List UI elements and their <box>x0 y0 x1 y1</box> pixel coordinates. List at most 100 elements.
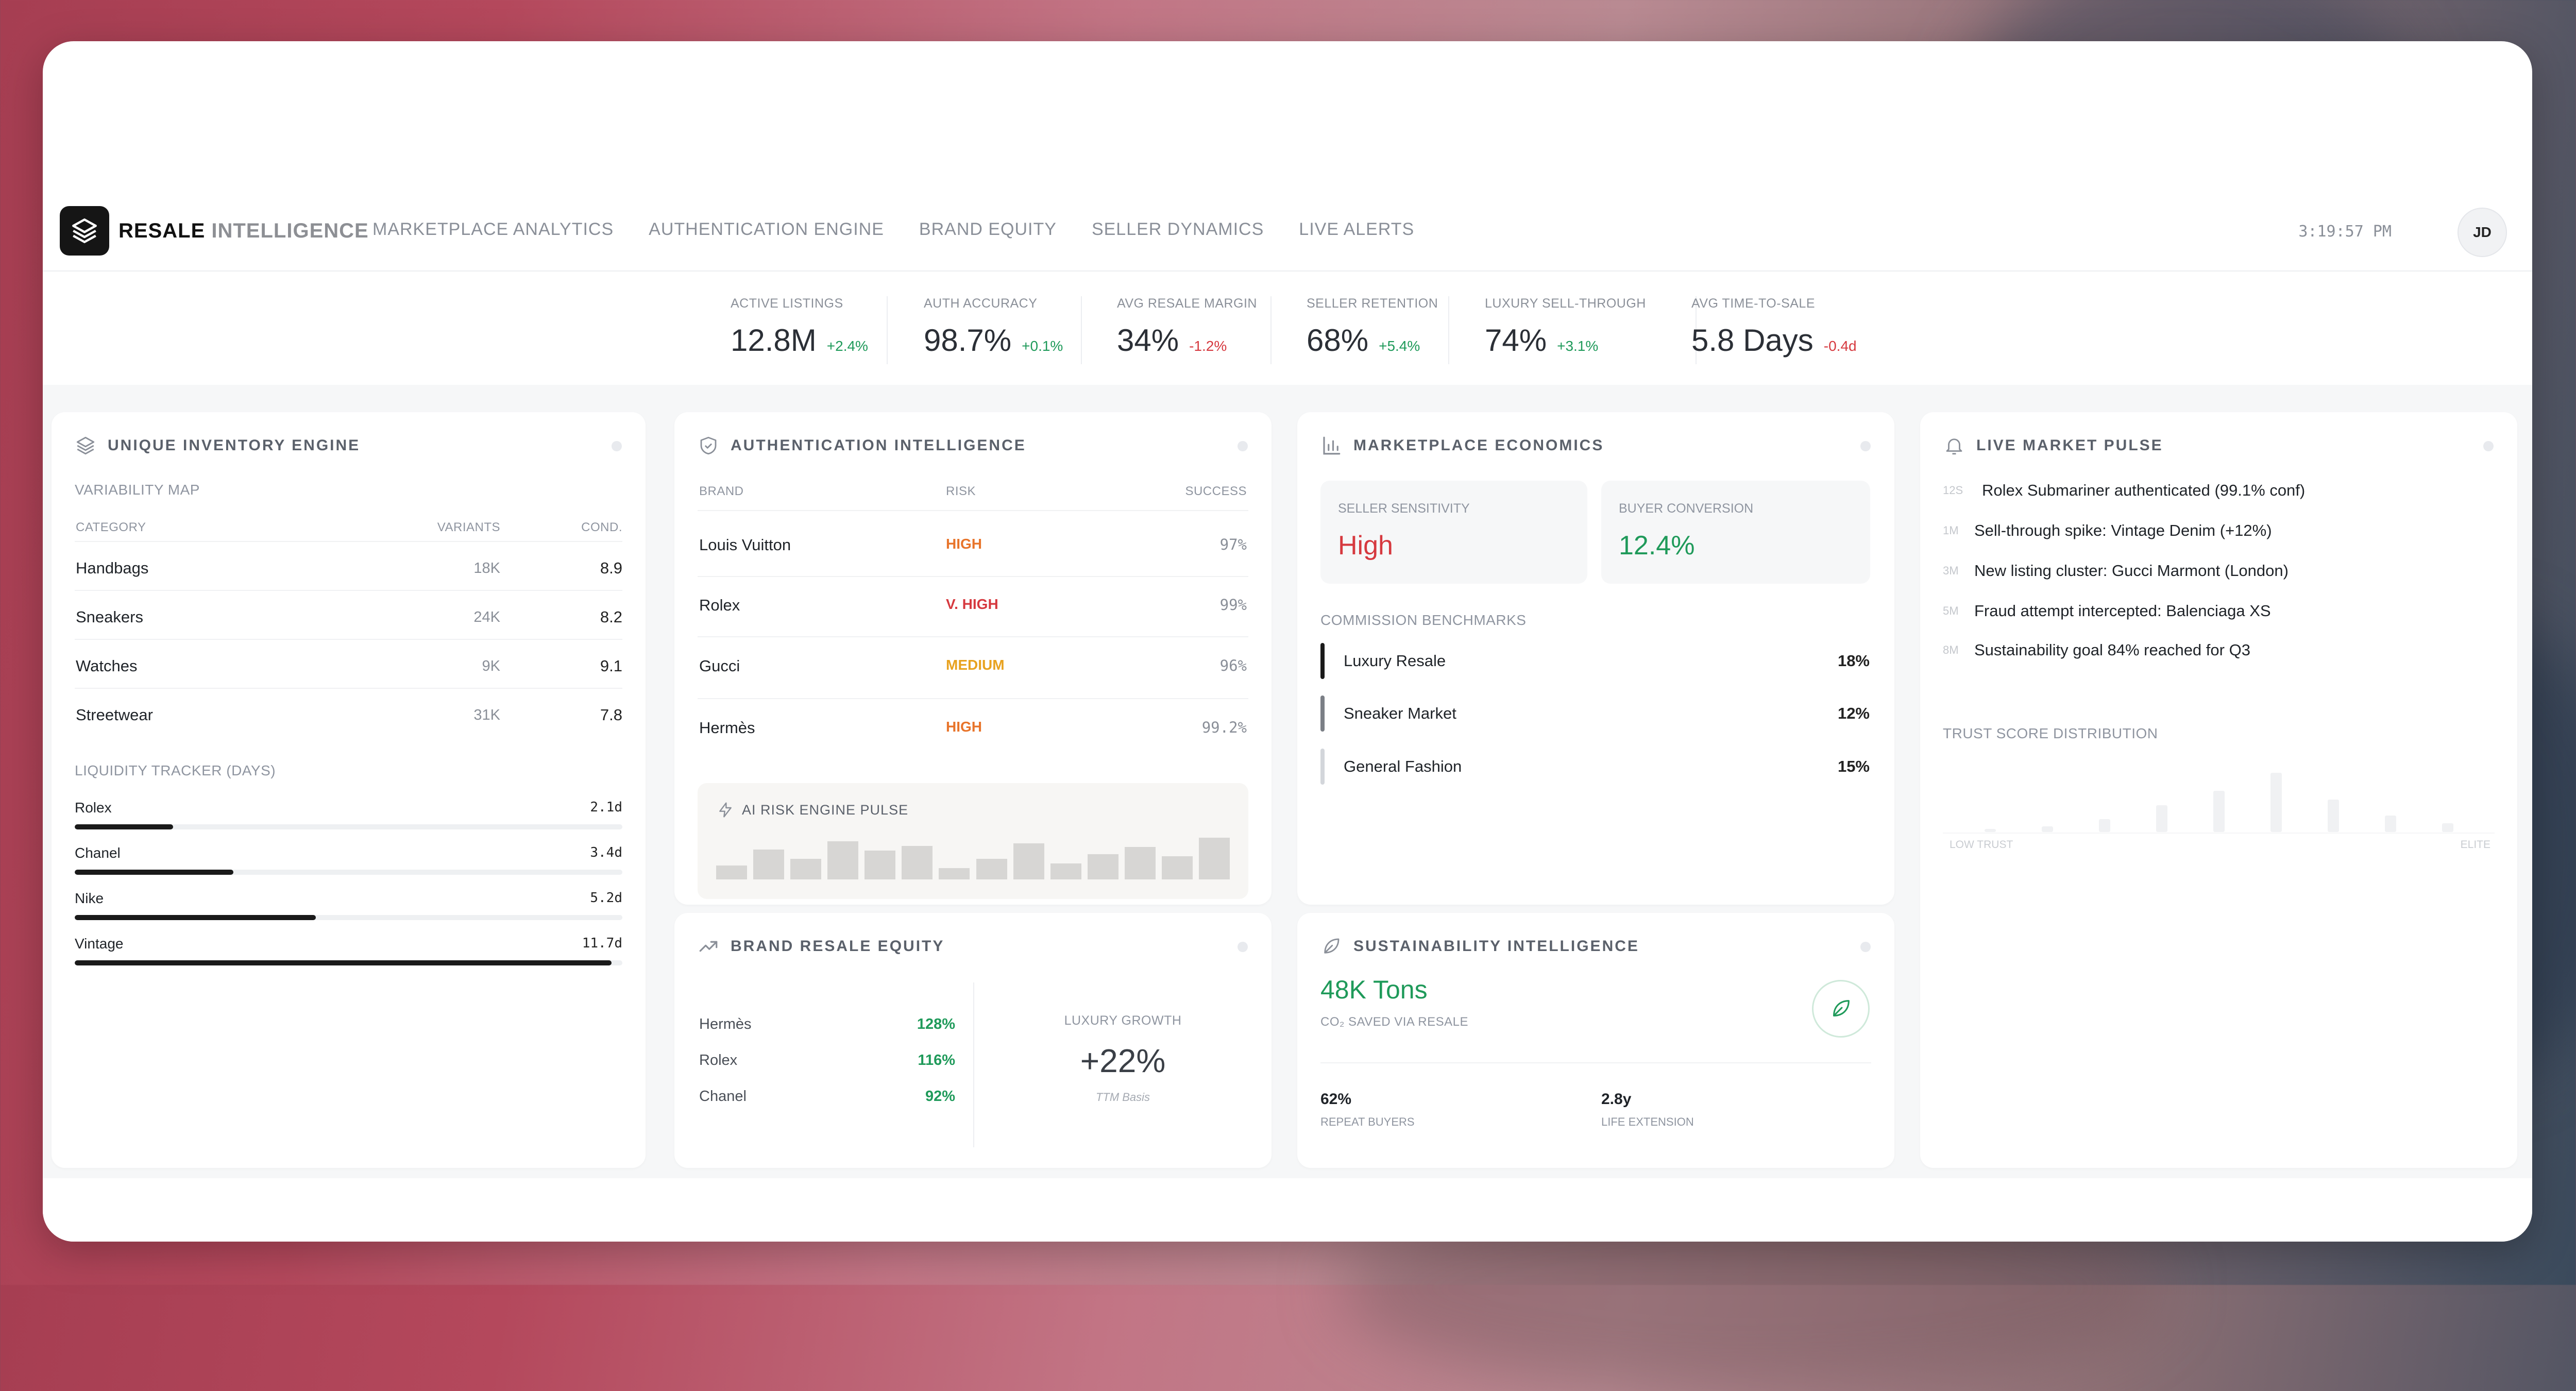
trust-score-bar <box>2213 790 2225 832</box>
seller-sensitivity-value: High <box>1338 531 1393 561</box>
nav-authentication-engine[interactable]: AUTHENTICATION ENGINE <box>649 219 884 239</box>
divider <box>973 982 974 1147</box>
kpi-value: 98.7% <box>924 323 1012 358</box>
kpi-divider <box>1081 296 1082 364</box>
nav-marketplace-analytics[interactable]: MARKETPLACE ANALYTICS <box>372 219 614 239</box>
kpi-label: ACTIVE LISTINGS <box>731 296 843 311</box>
kpi-auth-accuracy: AUTH ACCURACY 98.7% +0.1% <box>924 296 1063 358</box>
trust-score-bar <box>2041 826 2053 832</box>
benchmark-value: 12% <box>1837 704 1870 722</box>
kpi-divider <box>887 296 888 364</box>
pulse-item[interactable]: Sustainability goal 84% reached for Q3 <box>1974 641 2250 659</box>
logo[interactable] <box>60 206 109 256</box>
pulse-time: 8M <box>1943 643 1959 656</box>
trust-low-label: LOW TRUST <box>1950 839 2013 851</box>
status-dot <box>1860 942 1871 952</box>
status-dot <box>2483 441 2494 451</box>
trust-score-bar <box>2442 823 2453 832</box>
authentication-card: AUTHENTICATION INTELLIGENCE BRAND RISK S… <box>674 412 1272 905</box>
benchmark-name: General Fashion <box>1344 757 1462 775</box>
nav-seller-dynamics[interactable]: SELLER DYNAMICS <box>1091 219 1264 239</box>
leaf-icon <box>1324 938 1340 954</box>
benchmark-value: 18% <box>1837 652 1870 670</box>
layers-icon <box>72 218 97 243</box>
kpi-label: AVG TIME-TO-SALE <box>1691 296 1815 311</box>
liquidity-bar <box>75 960 622 965</box>
auth-risk: V. HIGH <box>946 596 998 612</box>
card-title: LIVE MARKET PULSE <box>1976 437 2163 454</box>
risk-pulse-title: AI RISK ENGINE PULSE <box>742 802 909 818</box>
risk-pulse-panel: AI RISK ENGINE PULSE <box>698 783 1248 899</box>
app-window: RESALE INTELLIGENCE MARKETPLACE ANALYTIC… <box>43 41 2532 1242</box>
auth-brand: Louis Vuitton <box>699 536 791 554</box>
kpi-value: 12.8M <box>731 323 817 358</box>
pulse-item[interactable]: Rolex Submariner authenticated (99.1% co… <box>1982 481 2306 499</box>
seller-sensitivity-box: SELLER SENSITIVITY High <box>1320 481 1587 584</box>
buyer-conversion-value: 12.4% <box>1619 531 1695 561</box>
pulse-item[interactable]: New listing cluster: Gucci Marmont (Lond… <box>1974 562 2289 580</box>
liquidity-brand: Nike <box>75 890 104 906</box>
liquidity-brand: Chanel <box>75 845 121 861</box>
inventory-cond: 8.9 <box>600 559 622 577</box>
user-avatar[interactable]: JD <box>2458 208 2507 257</box>
risk-pulse-bars <box>716 833 1230 879</box>
buyer-conversion-box: BUYER CONVERSION 12.4% <box>1601 481 1870 584</box>
trust-score-bar <box>1984 829 1996 832</box>
equity-brand: Hermès <box>699 1016 752 1032</box>
inventory-category: Sneakers <box>76 608 143 626</box>
divider <box>698 576 1248 577</box>
leaf-icon <box>1833 1000 1850 1016</box>
growth-basis: TTM Basis <box>1095 1091 1150 1104</box>
kpi-avg-time-to-sale: AVG TIME-TO-SALE 5.8 Days -0.4d <box>1691 296 1857 358</box>
divider <box>698 510 1248 511</box>
stat-label: REPEAT BUYERS <box>1320 1115 1415 1128</box>
status-dot <box>612 441 622 451</box>
kpi-divider <box>1270 296 1272 364</box>
inventory-card: UNIQUE INVENTORY ENGINE VARIABILITY MAP … <box>52 412 646 1168</box>
benchmark-marker <box>1320 696 1325 732</box>
app-brand: RESALE INTELLIGENCE <box>118 219 369 243</box>
risk-pulse-bar <box>790 858 822 879</box>
inventory-cond: 8.2 <box>600 608 622 626</box>
trust-score-bar <box>2156 805 2167 832</box>
buyer-conversion-label: BUYER CONVERSION <box>1619 501 1754 516</box>
pulse-time: 12S <box>1943 484 1963 497</box>
economics-card: MARKETPLACE ECONOMICS SELLER SENSITIVITY… <box>1297 412 1894 905</box>
nav-brand-equity[interactable]: BRAND EQUITY <box>919 219 1057 239</box>
growth-label: LUXURY GROWTH <box>1064 1013 1182 1028</box>
risk-pulse-bar <box>1161 856 1193 879</box>
kpi-bar: ACTIVE LISTINGS 12.8M +2.4% AUTH ACCURACY… <box>43 272 2532 385</box>
risk-pulse-bar <box>939 868 970 879</box>
trust-distribution-bars <box>1961 773 2476 832</box>
variability-map-label: VARIABILITY MAP <box>75 482 200 498</box>
liquidity-fill <box>75 960 612 965</box>
kpi-label: LUXURY SELL-THROUGH <box>1485 296 1646 311</box>
kpi-label: AUTH ACCURACY <box>924 296 1038 311</box>
liquidity-fill <box>75 824 174 829</box>
divider <box>698 636 1248 637</box>
bar-chart-icon <box>1323 436 1341 455</box>
pulse-item[interactable]: Fraud attempt intercepted: Balenciaga XS <box>1974 602 2271 620</box>
liquidity-days: 5.2d <box>590 890 622 906</box>
pulse-item[interactable]: Sell-through spike: Vintage Denim (+12%) <box>1974 521 2272 539</box>
stat-label: LIFE EXTENSION <box>1601 1115 1694 1128</box>
divider <box>1943 833 2495 834</box>
divider <box>75 590 622 591</box>
equity-value: 116% <box>918 1052 955 1068</box>
inventory-variants: 31K <box>473 707 500 723</box>
card-title: UNIQUE INVENTORY ENGINE <box>108 437 361 454</box>
trust-score-label: TRUST SCORE DISTRIBUTION <box>1943 725 2158 741</box>
divider <box>75 541 622 542</box>
nav-live-alerts[interactable]: LIVE ALERTS <box>1299 219 1415 239</box>
trust-high-label: ELITE <box>2460 839 2490 851</box>
risk-pulse-bar <box>1087 854 1118 879</box>
card-title: SUSTAINABILITY INTELLIGENCE <box>1353 938 1639 955</box>
risk-pulse-bar <box>902 846 933 879</box>
auth-brand: Hermès <box>699 719 755 737</box>
trust-score-bar <box>2384 815 2396 832</box>
top-nav-bar: RESALE INTELLIGENCE MARKETPLACE ANALYTIC… <box>43 160 2532 272</box>
risk-pulse-bar <box>976 858 1007 879</box>
kpi-delta: +5.4% <box>1379 338 1420 354</box>
divider <box>698 698 1248 699</box>
kpi-delta: -0.4d <box>1823 338 1857 354</box>
